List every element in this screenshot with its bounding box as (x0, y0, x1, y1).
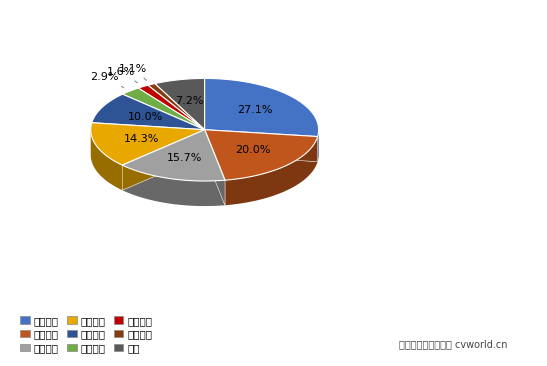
PathPatch shape (148, 83, 205, 130)
PathPatch shape (123, 130, 205, 190)
PathPatch shape (155, 78, 205, 130)
PathPatch shape (205, 130, 225, 205)
PathPatch shape (91, 130, 123, 190)
PathPatch shape (205, 130, 225, 205)
PathPatch shape (92, 94, 205, 130)
PathPatch shape (205, 130, 318, 162)
Text: 2.9%: 2.9% (90, 72, 124, 88)
PathPatch shape (91, 123, 205, 165)
Legend: 中国重汽, 一汽解放, 陕汽集团, 东风公司, 北汽集团, 徐工汽车, 江淮重卡, 北奔重汽, 其他: 中国重汽, 一汽解放, 陕汽集团, 东风公司, 北汽集团, 徐工汽车, 江淮重卡… (16, 311, 157, 357)
Text: 20.0%: 20.0% (235, 145, 270, 155)
Text: 14.3%: 14.3% (124, 134, 160, 144)
PathPatch shape (123, 130, 225, 181)
PathPatch shape (225, 137, 318, 205)
PathPatch shape (205, 78, 318, 137)
Text: 27.1%: 27.1% (237, 105, 272, 115)
PathPatch shape (123, 88, 205, 130)
Text: 1.1%: 1.1% (119, 64, 147, 81)
PathPatch shape (205, 130, 318, 162)
PathPatch shape (205, 130, 318, 180)
Text: 15.7%: 15.7% (166, 153, 202, 163)
Text: 1.6%: 1.6% (107, 67, 138, 83)
PathPatch shape (123, 130, 205, 190)
Text: 7.2%: 7.2% (176, 96, 204, 106)
PathPatch shape (138, 85, 205, 130)
PathPatch shape (123, 165, 225, 206)
Text: 制图：第一商用车网 cvworld.cn: 制图：第一商用车网 cvworld.cn (399, 340, 508, 350)
Text: 10.0%: 10.0% (127, 112, 163, 122)
